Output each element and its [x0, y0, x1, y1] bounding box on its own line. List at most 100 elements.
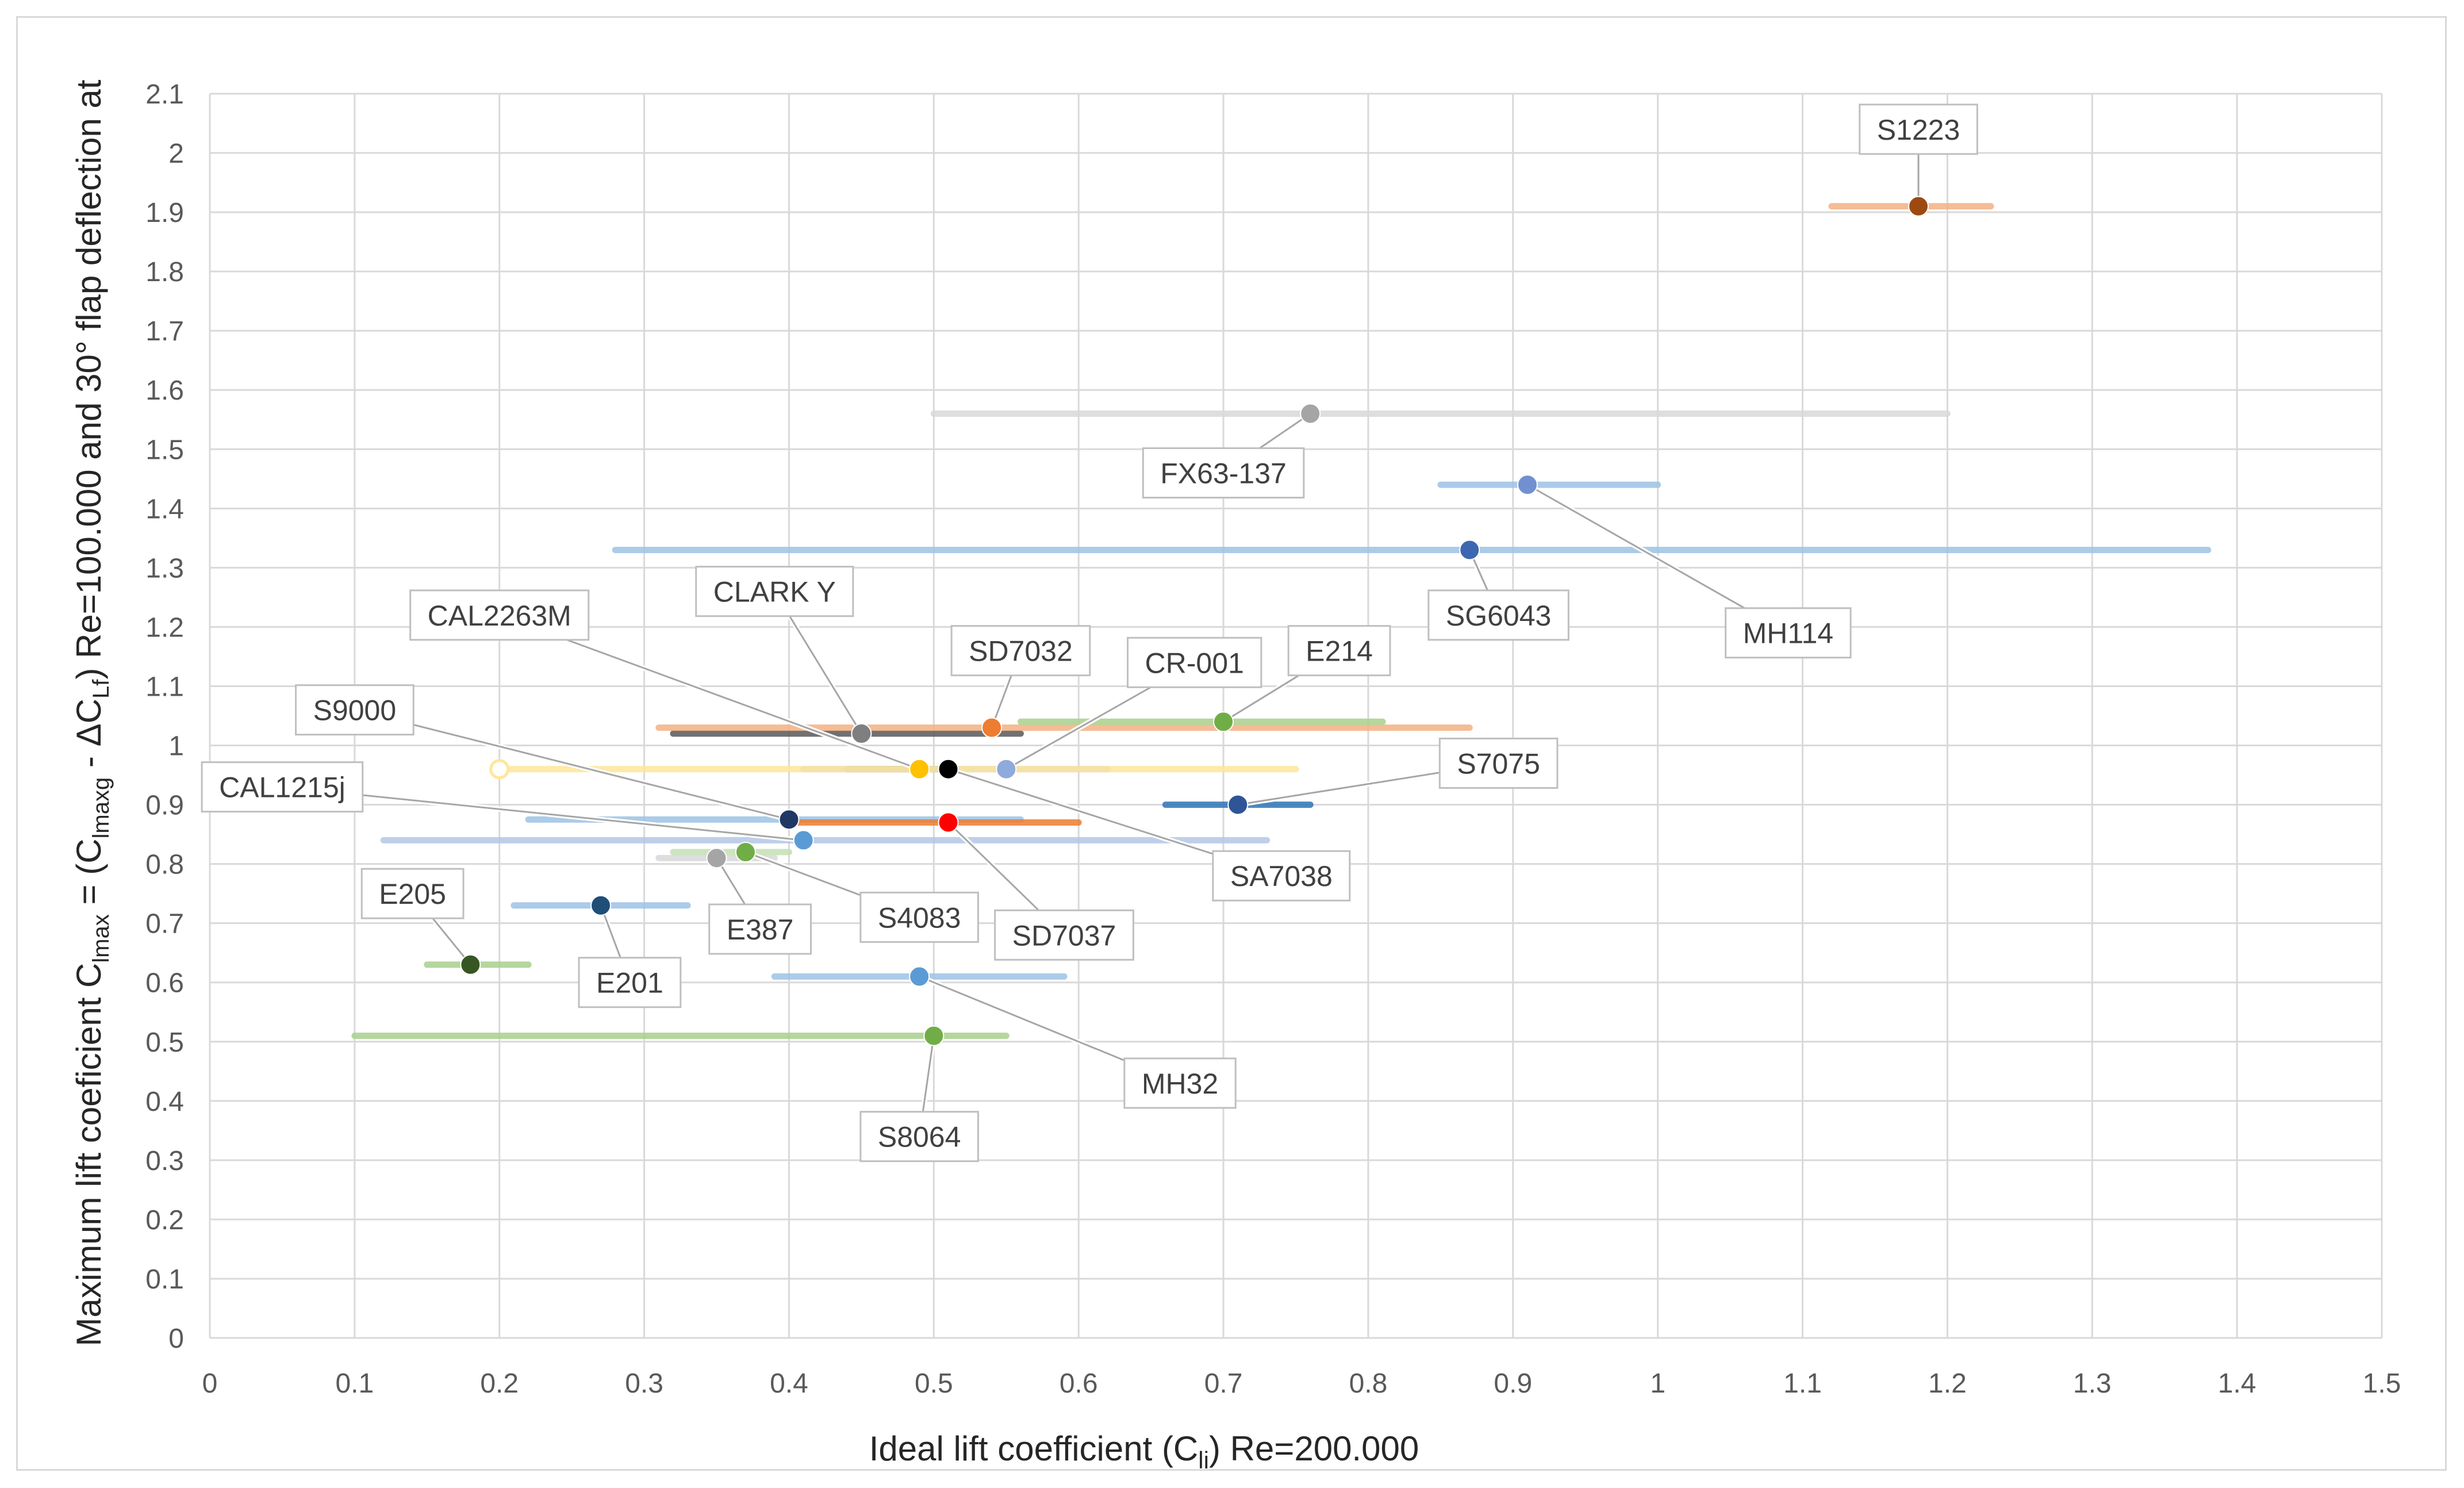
- callout-label: SD7037: [1012, 919, 1116, 952]
- callout-label: CAL2263M: [428, 600, 571, 632]
- data-points: [460, 195, 1929, 1046]
- callout: CAL2263M: [409, 589, 590, 641]
- data-point: [706, 847, 727, 869]
- data-point: [909, 966, 930, 987]
- data-point: [793, 830, 814, 851]
- range-bars: [351, 203, 2212, 1039]
- callout-box: [1725, 607, 1852, 659]
- callout-label: E201: [596, 967, 663, 999]
- leader-line: [282, 786, 804, 841]
- callout-label: CLARK Y: [713, 576, 836, 608]
- x-tick-label: 0.7: [1204, 1368, 1243, 1399]
- callout-label: S4083: [878, 902, 961, 934]
- y-tick-label: 1: [168, 731, 184, 762]
- y-tick-label: 0.9: [145, 791, 184, 821]
- x-tick-label: 1.1: [1783, 1368, 1822, 1399]
- callout-label: CAL1215j: [219, 772, 346, 804]
- data-point: [460, 954, 481, 975]
- callout: FX63-137: [1142, 447, 1305, 499]
- leader-line: [354, 709, 789, 820]
- x-tick-label: 0.1: [335, 1368, 374, 1399]
- callout-box: [695, 566, 854, 618]
- callout: E387: [708, 903, 812, 955]
- x-tick-label: 0.6: [1060, 1368, 1098, 1399]
- data-point: [1459, 539, 1480, 561]
- callout: SG6043: [1427, 589, 1569, 641]
- callout-label: MH32: [1142, 1068, 1218, 1100]
- data-point: [1908, 195, 1929, 217]
- callout-label: S8064: [878, 1121, 961, 1153]
- callout-label: S1223: [1877, 114, 1960, 146]
- callout-label: E387: [727, 914, 794, 946]
- x-tick-label: 1.3: [2073, 1368, 2112, 1399]
- x-tick-label: 0.5: [915, 1368, 953, 1399]
- callout: S1223: [1859, 103, 1978, 155]
- y-tick-label: 1.1: [145, 672, 184, 702]
- data-point: [923, 1025, 945, 1046]
- callout: E214: [1287, 625, 1391, 677]
- x-tick-label: 1: [1650, 1368, 1665, 1399]
- callout: CR-001: [1127, 636, 1262, 688]
- callout-box: [859, 891, 979, 943]
- callout-box: [409, 589, 590, 641]
- callout-box: [1438, 737, 1559, 789]
- callout: SD7032: [950, 625, 1091, 677]
- y-tick-label: 1.6: [145, 375, 184, 406]
- callout-label: S7075: [1457, 747, 1540, 780]
- y-tick-label: 0.2: [145, 1205, 184, 1236]
- chart-frame: [16, 16, 2447, 1471]
- callout: S9000: [295, 684, 414, 736]
- y-tick-label: 1.8: [145, 257, 184, 287]
- y-tick-label: 0.5: [145, 1027, 184, 1058]
- callout: E205: [360, 868, 465, 919]
- y-tick-label: 1.2: [145, 612, 184, 643]
- y-tick-label: 1.4: [145, 494, 184, 524]
- callout-label: E205: [379, 878, 446, 910]
- x-tick-label: 0: [202, 1368, 218, 1399]
- data-point: [938, 812, 959, 833]
- callout: E201: [578, 957, 682, 1008]
- x-tick-label: 0.4: [770, 1368, 808, 1399]
- callout-box: [950, 625, 1091, 677]
- y-tick-label: 1.7: [145, 316, 184, 347]
- callout: CAL1215j: [201, 761, 364, 813]
- y-tick-label: 1.9: [145, 198, 184, 228]
- callout-box: [1859, 103, 1978, 155]
- y-tick-label: 0: [168, 1324, 184, 1354]
- callout-label: S9000: [313, 695, 397, 727]
- x-tick-label: 0.9: [1494, 1368, 1532, 1399]
- callout: SA7038: [1212, 850, 1351, 902]
- callout: SD7037: [994, 909, 1134, 961]
- callout-box: [1212, 850, 1351, 902]
- data-point: [851, 723, 872, 744]
- callout-box: [708, 903, 812, 955]
- y-tick-label: 2: [168, 139, 184, 169]
- tick-labels: 0 0.1 0.2 0.3 0.4 0.5 0.6 0.7 0.8 0.9 1 1.1 1.2 1.3 1.…: [145, 79, 2401, 1399]
- y-tick-label: 0.4: [145, 1087, 184, 1117]
- x-tick-label: 0.3: [625, 1368, 663, 1399]
- callout-label: MH114: [1743, 618, 1833, 650]
- data-point: [1213, 711, 1234, 733]
- callout-box: [994, 909, 1134, 961]
- callout-label: E214: [1306, 635, 1373, 668]
- y-tick-label: 2.1: [145, 79, 184, 110]
- x-axis-title: Ideal lift coefficient (Cli) Re=200.000: [869, 1429, 1419, 1474]
- callout-label: SD7032: [969, 635, 1073, 668]
- data-point: [1300, 403, 1321, 424]
- callout: S4083: [859, 891, 979, 943]
- data-point: [489, 759, 510, 780]
- data-point: [590, 895, 612, 916]
- callout-box: [201, 761, 364, 813]
- callout: MH114: [1725, 607, 1852, 659]
- y-tick-label: 1.5: [145, 435, 184, 465]
- data-point: [778, 809, 800, 830]
- callout-box: [1127, 636, 1262, 688]
- y-tick-label: 0.1: [145, 1264, 184, 1295]
- y-tick-label: 0.7: [145, 909, 184, 939]
- callout: S8064: [859, 1111, 979, 1163]
- callout: CLARK Y: [695, 566, 854, 618]
- grid: [209, 93, 2383, 1339]
- y-tick-label: 0.8: [145, 850, 184, 880]
- x-tick-label: 0.2: [480, 1368, 519, 1399]
